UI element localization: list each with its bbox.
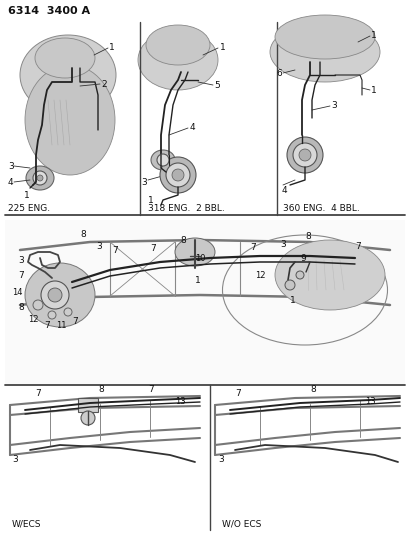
Text: 13: 13 xyxy=(364,398,375,407)
Text: 7: 7 xyxy=(18,271,24,279)
Text: 4: 4 xyxy=(281,185,287,195)
Text: W/ECS: W/ECS xyxy=(12,520,41,529)
Circle shape xyxy=(172,169,184,181)
Text: 3: 3 xyxy=(330,101,336,109)
Circle shape xyxy=(166,163,189,187)
Ellipse shape xyxy=(270,22,379,82)
Circle shape xyxy=(48,288,62,302)
Text: 7: 7 xyxy=(249,243,255,252)
Text: 1: 1 xyxy=(195,276,200,285)
Text: 225 ENG.: 225 ENG. xyxy=(8,204,50,213)
Ellipse shape xyxy=(25,263,95,327)
Ellipse shape xyxy=(138,30,218,90)
Circle shape xyxy=(81,411,95,425)
Text: 13: 13 xyxy=(175,398,185,407)
Ellipse shape xyxy=(35,38,95,78)
Text: 360 ENG.  4 BBL.: 360 ENG. 4 BBL. xyxy=(282,204,359,213)
Ellipse shape xyxy=(175,238,214,266)
Text: 4: 4 xyxy=(8,177,13,187)
Text: 3: 3 xyxy=(8,161,14,171)
Ellipse shape xyxy=(26,166,54,190)
Ellipse shape xyxy=(160,157,196,193)
Text: 7: 7 xyxy=(148,385,153,394)
Text: 3: 3 xyxy=(141,177,146,187)
Circle shape xyxy=(33,300,43,310)
Circle shape xyxy=(284,280,294,290)
Text: 3: 3 xyxy=(279,239,285,248)
Text: 1: 1 xyxy=(220,43,225,52)
Circle shape xyxy=(295,271,303,279)
Text: 7: 7 xyxy=(44,320,49,329)
Circle shape xyxy=(298,149,310,161)
Circle shape xyxy=(48,311,56,319)
Text: 6: 6 xyxy=(275,69,281,77)
Ellipse shape xyxy=(25,65,115,175)
Ellipse shape xyxy=(286,137,322,173)
Ellipse shape xyxy=(20,35,116,115)
Circle shape xyxy=(64,308,72,316)
Circle shape xyxy=(292,143,316,167)
Text: 3: 3 xyxy=(218,456,223,464)
Text: 14: 14 xyxy=(12,287,22,296)
Text: 11: 11 xyxy=(56,320,66,329)
Text: 12: 12 xyxy=(28,316,38,325)
Text: 7: 7 xyxy=(234,390,240,399)
Circle shape xyxy=(37,175,43,181)
Circle shape xyxy=(41,281,69,309)
Text: 8: 8 xyxy=(18,303,24,311)
Text: 3: 3 xyxy=(18,255,24,264)
Text: 8: 8 xyxy=(304,231,310,240)
Ellipse shape xyxy=(274,15,374,59)
Bar xyxy=(5,220,404,385)
Text: 5: 5 xyxy=(213,80,219,90)
Circle shape xyxy=(33,171,47,185)
Text: 1: 1 xyxy=(289,295,295,304)
Text: 12: 12 xyxy=(254,271,265,279)
Text: 1: 1 xyxy=(109,43,115,52)
Text: 7: 7 xyxy=(354,241,360,251)
Text: 1: 1 xyxy=(370,30,376,39)
Bar xyxy=(78,398,98,412)
Text: 7: 7 xyxy=(72,318,78,327)
Ellipse shape xyxy=(146,25,209,65)
Text: 7: 7 xyxy=(150,244,155,253)
Text: 9: 9 xyxy=(299,254,305,262)
Circle shape xyxy=(157,154,169,166)
Text: W/O ECS: W/O ECS xyxy=(221,520,261,529)
Text: 8: 8 xyxy=(80,230,85,238)
Text: 4: 4 xyxy=(189,123,195,132)
Text: 8: 8 xyxy=(180,236,185,245)
Text: 10: 10 xyxy=(195,254,205,262)
Text: 1: 1 xyxy=(148,196,153,205)
Text: 1: 1 xyxy=(24,190,30,199)
Text: 8: 8 xyxy=(98,385,103,394)
Text: 2: 2 xyxy=(101,79,106,88)
Text: 318 ENG.  2 BBL.: 318 ENG. 2 BBL. xyxy=(148,204,224,213)
Text: 3: 3 xyxy=(96,241,101,251)
Text: 7: 7 xyxy=(112,246,117,254)
Text: 7: 7 xyxy=(35,390,40,399)
Ellipse shape xyxy=(151,150,175,170)
Text: 6314  3400 A: 6314 3400 A xyxy=(8,6,90,16)
Text: 3: 3 xyxy=(12,456,18,464)
Text: 8: 8 xyxy=(309,385,315,394)
Ellipse shape xyxy=(274,240,384,310)
Text: 1: 1 xyxy=(370,85,376,94)
